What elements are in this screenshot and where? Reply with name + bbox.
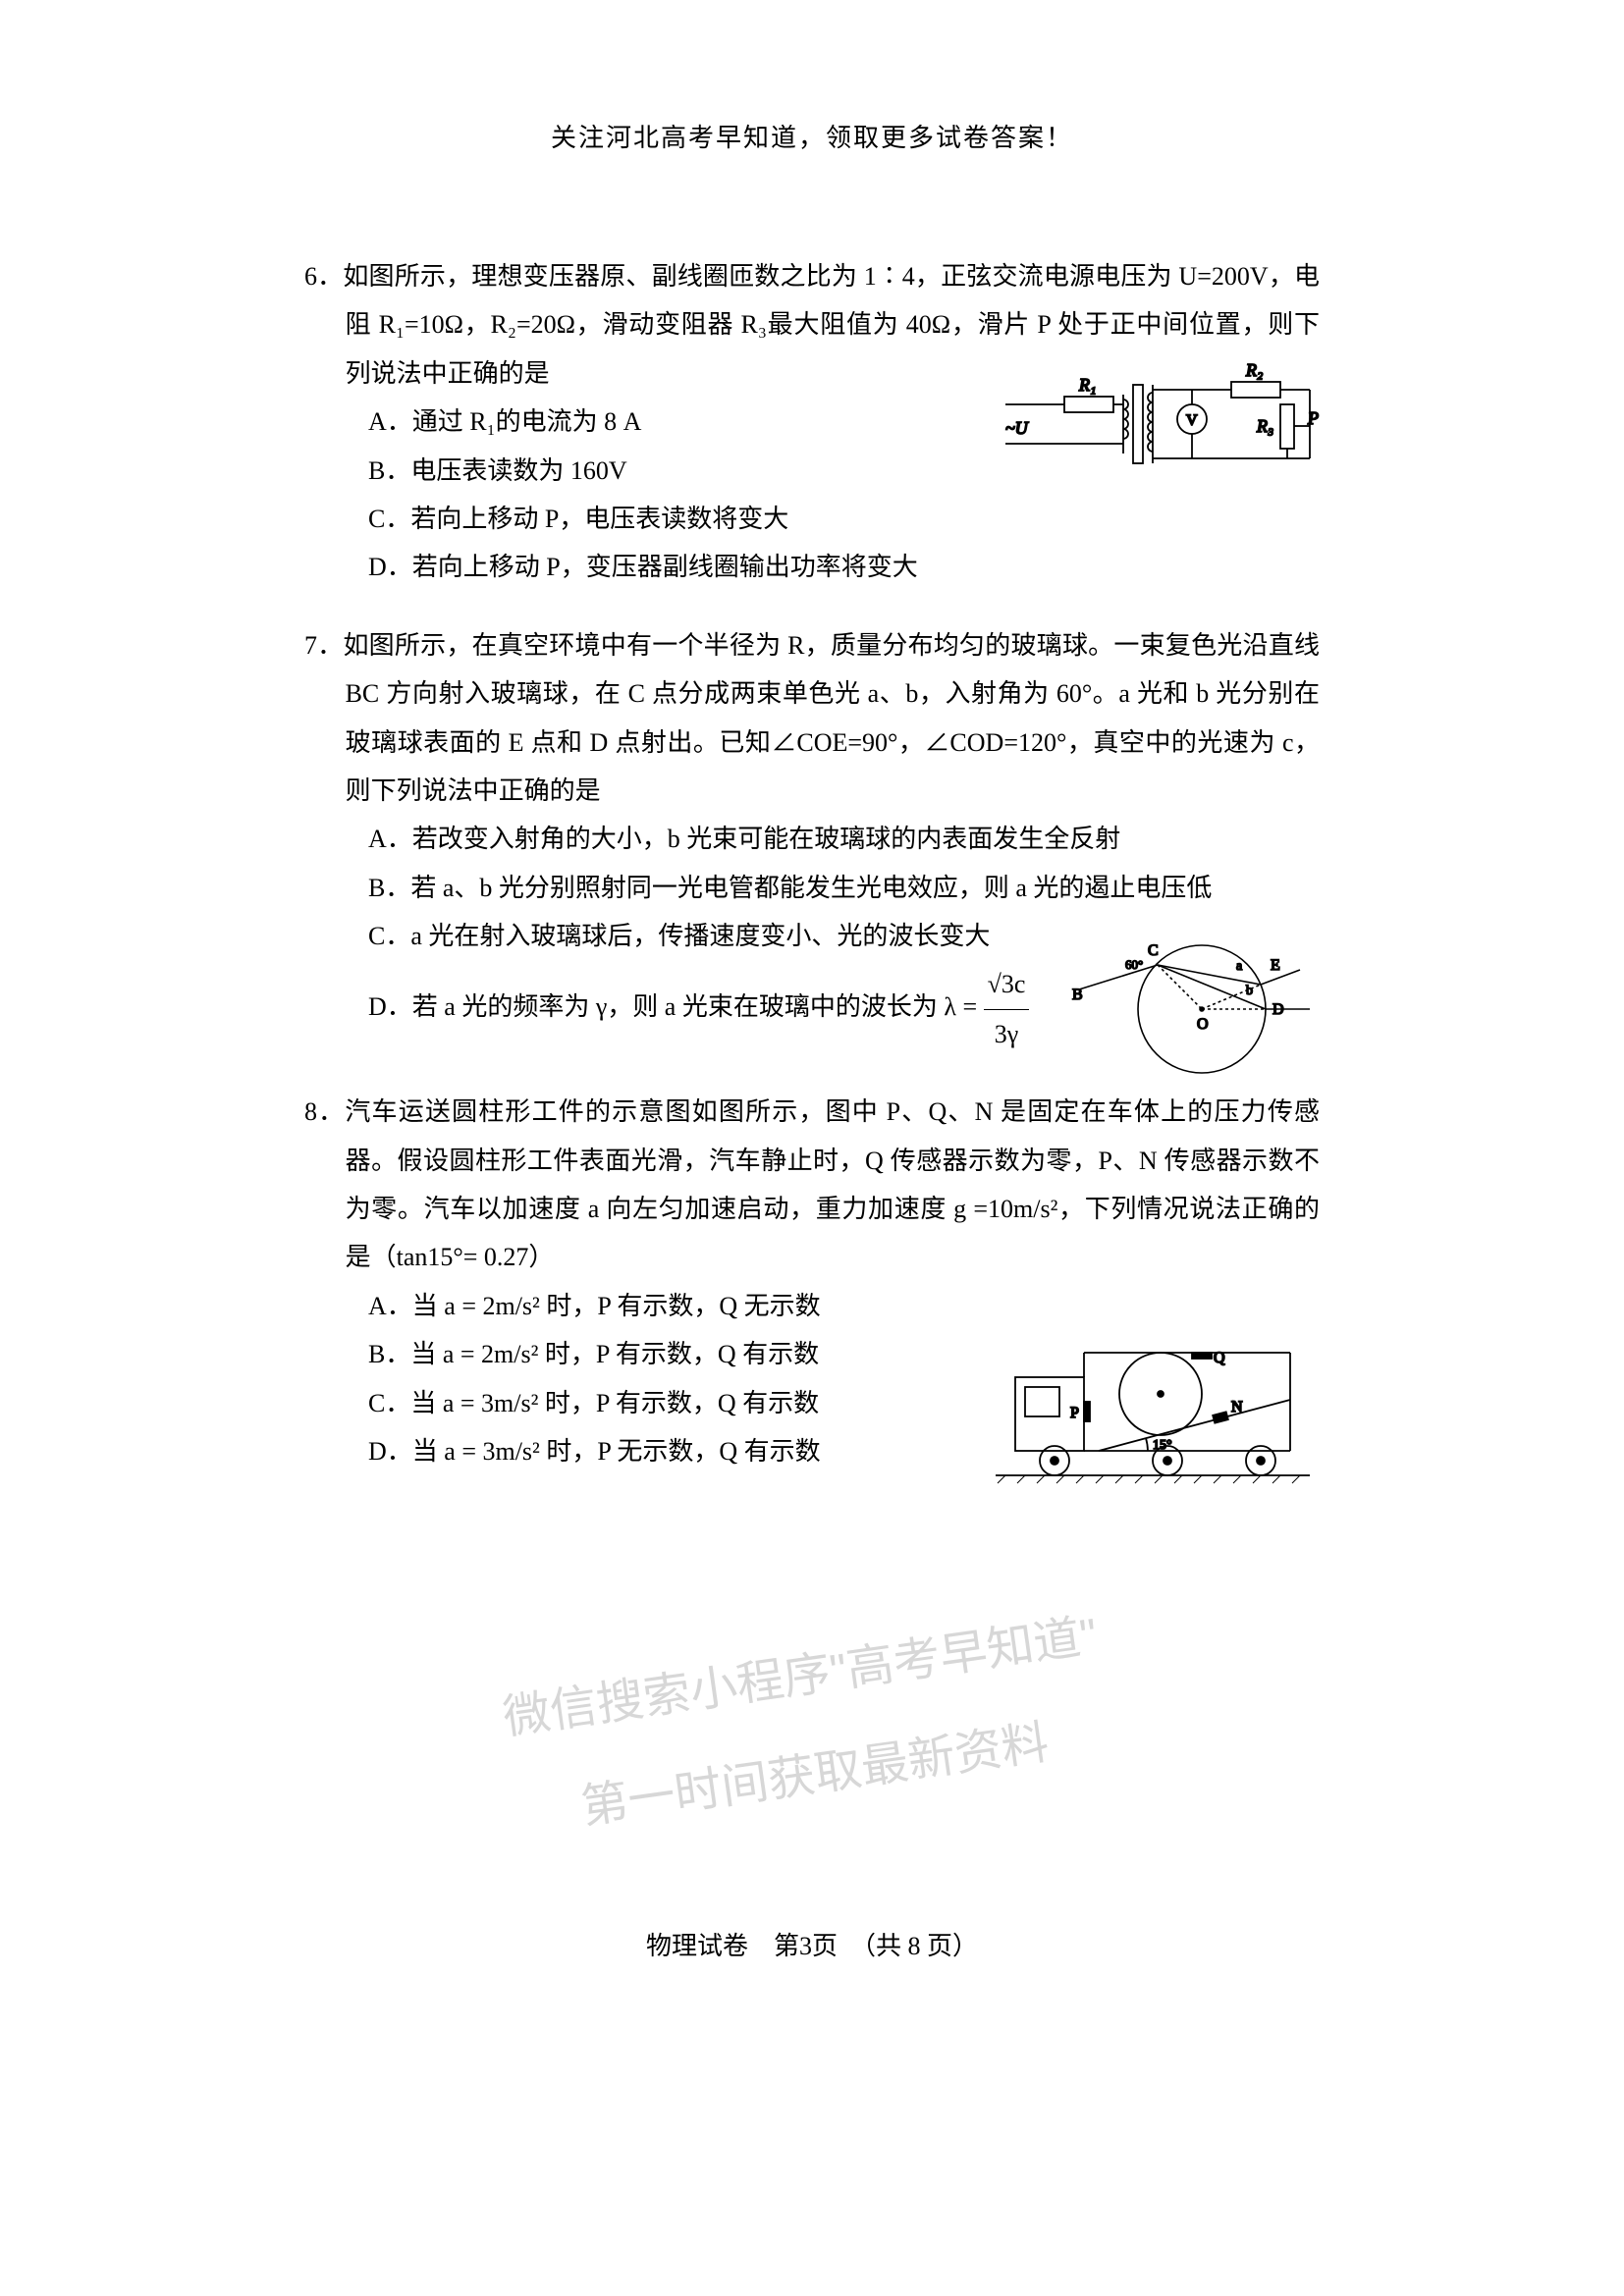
q6-option-d: D．若向上移动 P，变压器副线圈输出功率将变大 xyxy=(304,543,1320,591)
q8-option-a: A．当 a = 2m/s² 时，P 有示数，Q 无示数 xyxy=(304,1282,1320,1330)
q6-label-r2: R₂ xyxy=(1245,360,1263,380)
question-7: 7．如图所示，在真空环境中有一个半径为 R，质量分布均匀的玻璃球。一束复色光沿直… xyxy=(304,621,1320,1059)
q7-optics-diagram: B C 60° E a D b O xyxy=(1064,916,1329,1083)
q6-label-u: ~U xyxy=(1005,418,1029,438)
q7-optd-frac-num: √3c xyxy=(984,960,1030,1009)
q7-option-b: B．若 a、b 光分别照射同一光电管都能发生光电效应，则 a 光的遏止电压低 xyxy=(304,864,1320,912)
q6-option-c: C．若向上移动 P，电压表读数将变大 xyxy=(304,495,1320,543)
q7-optd-fraction: √3c 3γ xyxy=(984,960,1030,1058)
q7-label-c: C xyxy=(1148,942,1159,959)
q8-label-p: P xyxy=(1070,1405,1079,1421)
q6-label-r1: R₁ xyxy=(1078,375,1096,395)
q6-label-r3: R₃ xyxy=(1256,416,1273,436)
q7-label-e: E xyxy=(1271,957,1280,974)
q7-optd-frac-den: 3γ xyxy=(984,1010,1030,1058)
q8-label-q: Q xyxy=(1214,1350,1225,1366)
q6-circuit-diagram: ~U R₁ V R₂ xyxy=(996,346,1320,493)
q7-label-angle: 60° xyxy=(1125,957,1143,972)
watermark-line1: 微信搜索小程序"高考早知道" xyxy=(498,1591,1104,1763)
q6-label-v: V xyxy=(1186,412,1198,429)
q7-optd-prefix: D．若 a 光的频率为 γ，则 a 光束在玻璃中的波长为 λ = xyxy=(368,992,984,1021)
q8-truck-diagram: P Q N 15° xyxy=(986,1333,1320,1495)
question-8: 8．汽车运送圆柱形工件的示意图如图所示，图中 P、Q、N 是固定在车体上的压力传… xyxy=(304,1088,1320,1475)
question-6: 6．如图所示，理想变压器原、副线圈匝数之比为 1∶4，正弦交流电源电压为 U=2… xyxy=(304,252,1320,592)
q7-label-a: a xyxy=(1236,959,1243,974)
watermark-line2: 第一时间获取最新资料 xyxy=(575,1698,1055,1852)
q7-label-o: O xyxy=(1197,1016,1209,1033)
page-footer: 物理试卷 第3页 （共 8 页） xyxy=(0,1926,1624,1962)
q8-stem: 8．汽车运送圆柱形工件的示意图如图所示，图中 P、Q、N 是固定在车体上的压力传… xyxy=(304,1088,1320,1282)
q7-label-b: B xyxy=(1072,987,1083,1003)
page-header: 关注河北高考早知道，领取更多试卷答案！ xyxy=(304,118,1320,154)
q7-stem: 7．如图所示，在真空环境中有一个半径为 R，质量分布均匀的玻璃球。一束复色光沿直… xyxy=(304,621,1320,816)
q7-option-a: A．若改变入射角的大小，b 光束可能在玻璃球的内表面发生全反射 xyxy=(304,815,1320,863)
q6-label-p: P xyxy=(1307,408,1319,428)
q8-label-n: N xyxy=(1231,1399,1243,1415)
q8-label-angle: 15° xyxy=(1153,1438,1172,1453)
